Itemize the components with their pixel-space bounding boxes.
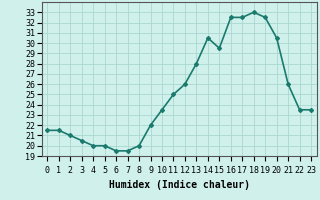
X-axis label: Humidex (Indice chaleur): Humidex (Indice chaleur)	[109, 180, 250, 190]
